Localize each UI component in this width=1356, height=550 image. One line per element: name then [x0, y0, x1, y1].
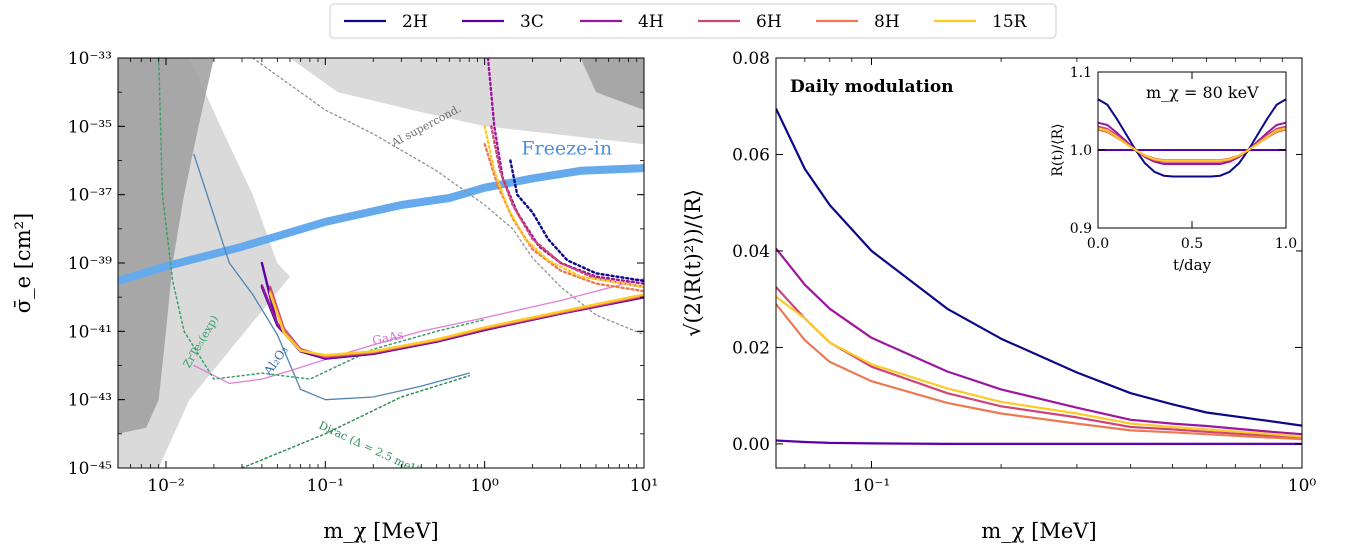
legend: 2H 3C 4H 6H 8H 15R	[329, 3, 1057, 39]
series-line-1	[252, 58, 644, 336]
y-axis-label: σ̄_e [cm²]	[11, 213, 35, 313]
series-line-2	[193, 153, 470, 401]
series-line-2H	[776, 108, 1302, 427]
p1-y-tick-label: 10⁻³⁹	[68, 254, 112, 274]
legend-label-3C: 3C	[520, 12, 544, 32]
legend-label-4H: 4H	[638, 12, 664, 32]
p1-y-tick-label: 10⁻⁴¹	[68, 322, 112, 342]
series-line-8	[260, 284, 644, 359]
inset-series-line-2H	[1097, 98, 1287, 178]
inset-x-axis-label: t/day	[1173, 256, 1212, 274]
series-line-16	[483, 125, 644, 289]
legend-label-15R: 15R	[992, 12, 1028, 32]
inset-series-line-15R	[1097, 127, 1287, 162]
shaded-region-excluded-dark	[118, 58, 214, 434]
p1-y-tick-label: 10⁻³³	[68, 49, 112, 69]
series-line-0	[118, 164, 644, 285]
legend-frame	[329, 3, 1057, 39]
p2-y-tick-label: 0.00	[732, 435, 770, 455]
inset-y-tick-label: 1.1	[1070, 65, 1092, 81]
inset-y-axis-label: R(t)/⟨R⟩	[1050, 123, 1066, 176]
series-line-12	[486, 58, 644, 285]
p1-x-tick-label: 10¹	[630, 476, 658, 496]
p1-y-tick-label: 10⁻⁴³	[68, 391, 112, 411]
series-line-5	[241, 375, 470, 468]
series-line-3C	[776, 439, 1302, 445]
p1-y-tick-label: 10⁻³⁵	[68, 117, 112, 137]
legend-label-2H: 2H	[402, 12, 428, 32]
inset-y-tick-label: 0.9	[1070, 221, 1092, 237]
series-line-13	[509, 159, 644, 283]
series-line-11	[268, 292, 644, 357]
p1-y-tick-label: 10⁻⁴⁵	[68, 459, 112, 479]
series-line-4H	[776, 247, 1302, 436]
p2-y-tick-label: 0.02	[732, 338, 770, 358]
p1-x-tick-label: 10⁻²	[147, 476, 184, 496]
shaded-region-excluded-light	[118, 58, 644, 145]
legend-label-6H: 6H	[756, 12, 782, 32]
series-line-9	[268, 285, 644, 358]
p2-plot-frame	[775, 57, 1303, 469]
annotation-label-3: Al₂O₃	[260, 343, 290, 378]
x-axis-label: m_χ [MeV]	[981, 519, 1096, 543]
series-line-6	[260, 285, 644, 360]
panel-annotation: Daily modulation	[790, 77, 954, 97]
legend-label-8H: 8H	[874, 12, 900, 32]
p2-y-tick-label: 0.06	[732, 145, 770, 165]
p1-y-tick-label: 10⁻³⁷	[68, 186, 112, 206]
p2-y-tick-label: 0.08	[732, 49, 770, 69]
p1-plot-frame	[117, 57, 645, 469]
p1-x-tick-label: 10⁰	[470, 476, 499, 496]
p2-y-tick-label: 0.04	[732, 242, 770, 262]
inset-y-tick-label: 1.0	[1070, 143, 1092, 159]
p2-x-tick-label: 10⁰	[1288, 476, 1317, 496]
annotation-label-2: GaAs	[371, 328, 405, 348]
inset-x-tick-label: 0.0	[1087, 236, 1109, 252]
series-line-14	[490, 125, 644, 289]
annotation-label-5: Dirac (Δ = 2.5 meV)	[317, 419, 424, 478]
inset-background	[1050, 66, 1296, 280]
series-line-15R	[776, 295, 1302, 438]
p2-x-tick-label: 10⁻¹	[853, 476, 890, 496]
inset-annotation: m_χ = 80 keV	[1146, 83, 1259, 102]
series-line-4	[157, 58, 486, 380]
y-axis-label: √(2⟨R(t)²⟩)/⟨R⟩	[681, 189, 705, 337]
shaded-region-excluded-dark-right	[580, 58, 644, 110]
right-panel-daily-modulation: 10⁻¹ 10⁰ 0.00 0.02 0.04 0.06 0.08 Daily modulat…	[681, 49, 1316, 543]
p1-x-tick-label: 10⁻¹	[307, 476, 344, 496]
series-line-15	[483, 143, 644, 293]
series-line-8H	[776, 303, 1302, 441]
x-axis-label: m_χ [MeV]	[323, 519, 438, 543]
inset-plot-frame	[1097, 71, 1287, 229]
inset-time-dependence: 0.0 0.5 1.0 0.9 1.0 1.1 m_χ = 80 keV t/day R(t)/…	[1050, 65, 1297, 280]
plot-area	[776, 108, 1302, 445]
inset-x-tick-label: 0.5	[1181, 236, 1203, 252]
inset-x-tick-label: 1.0	[1275, 236, 1297, 252]
annotation-label-0: Freeze-in	[521, 137, 612, 159]
